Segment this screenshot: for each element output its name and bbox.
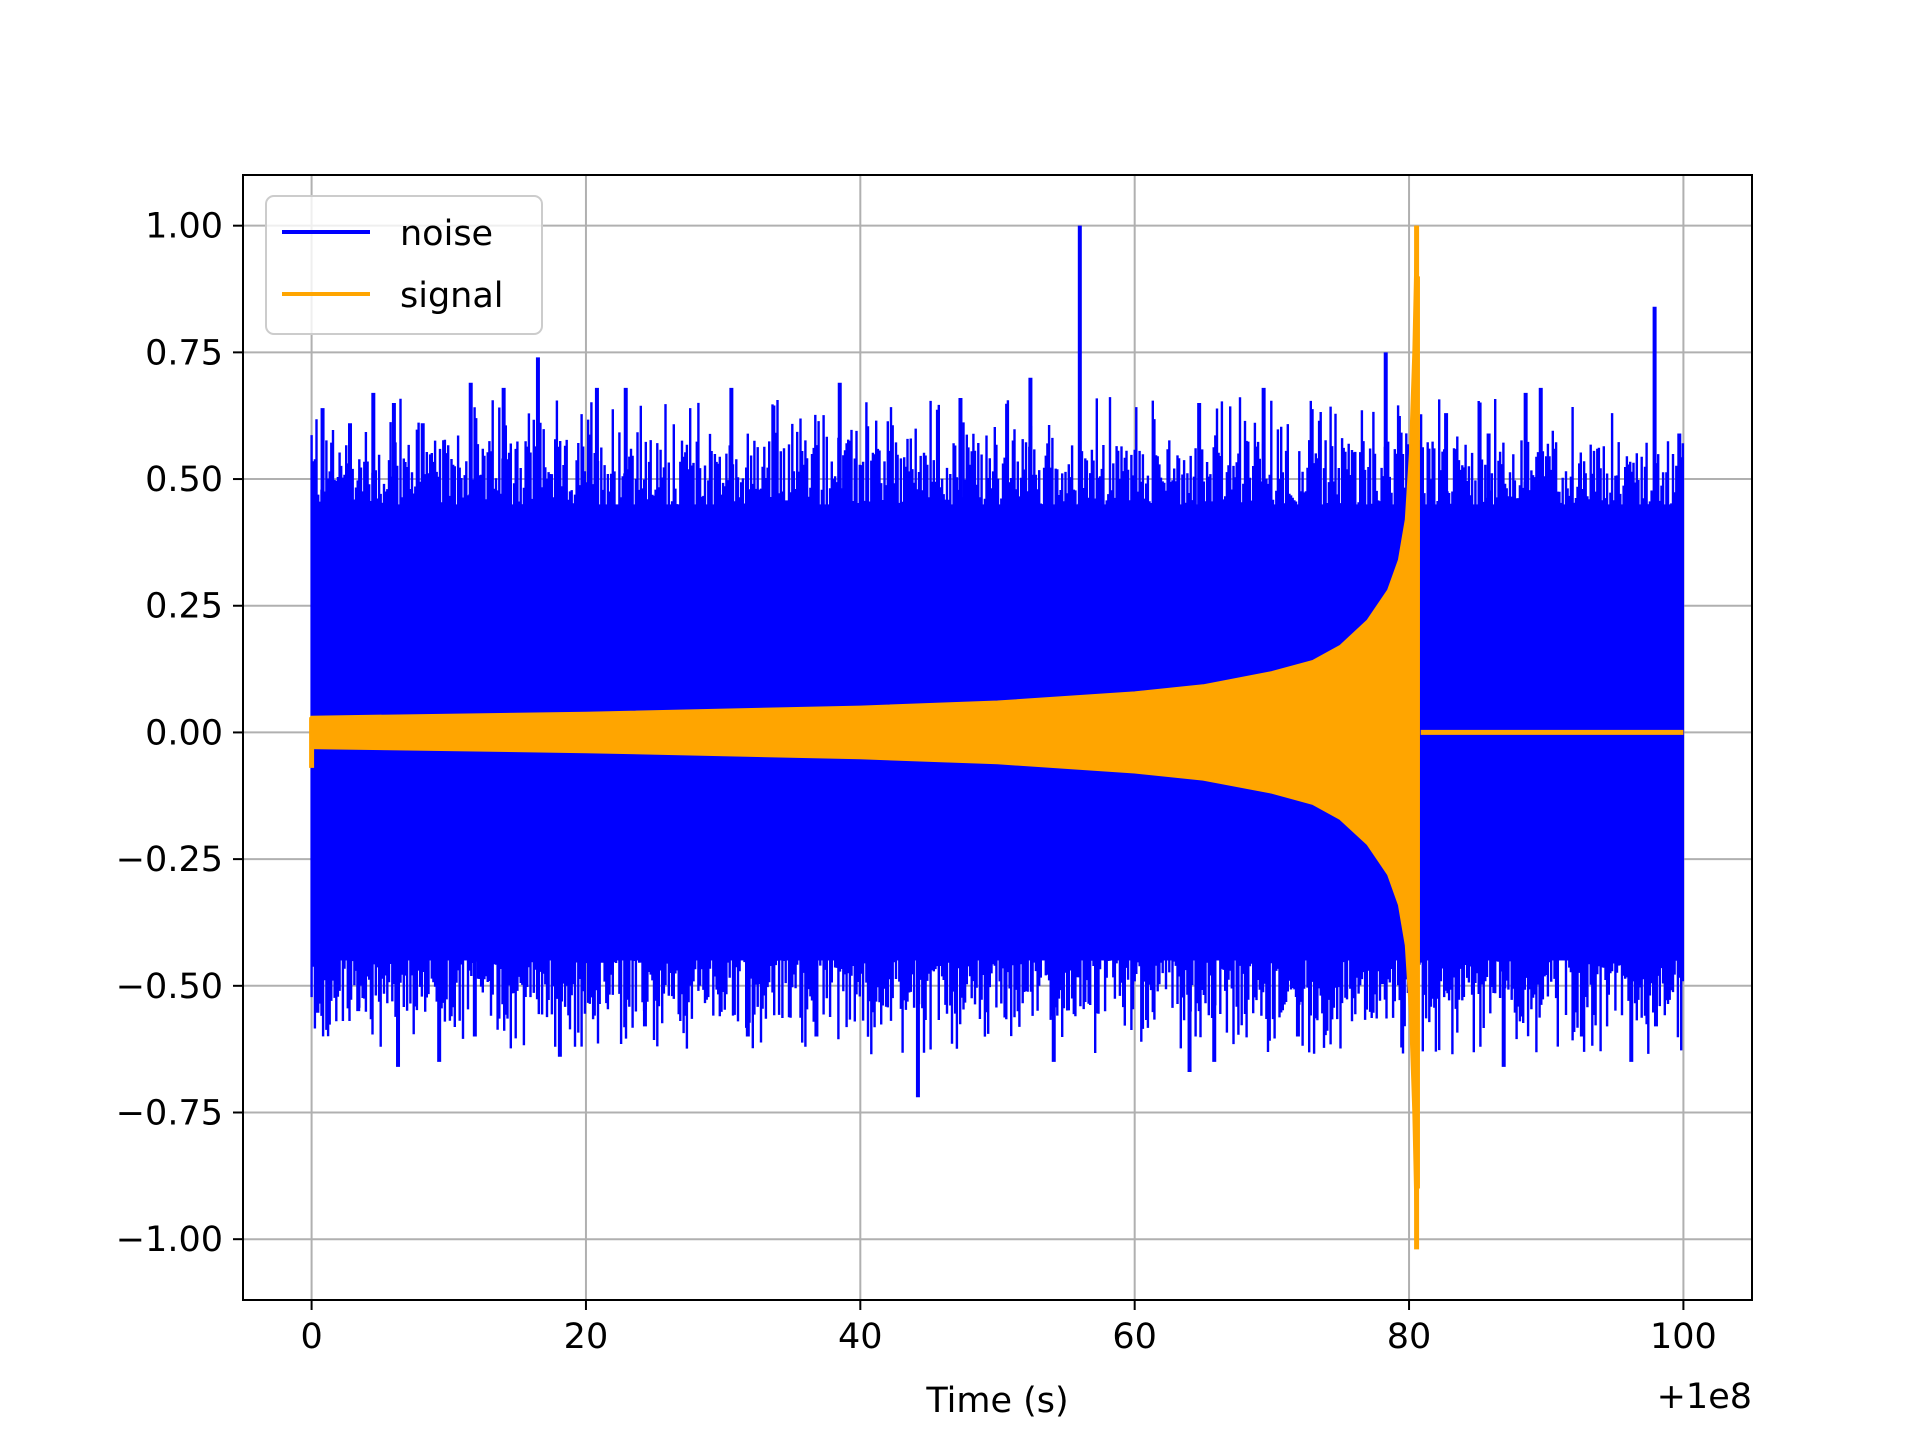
legend-label-noise: noise xyxy=(400,214,493,254)
x-tick-label: 60 xyxy=(1112,1317,1157,1357)
y-tick-label: −0.75 xyxy=(116,1094,223,1134)
x-tick-label: 80 xyxy=(1387,1317,1432,1357)
x-axis-label: Time (s) xyxy=(925,1381,1068,1421)
signal-series xyxy=(309,225,1684,1250)
x-tick-label: 20 xyxy=(564,1317,609,1357)
x-tick-label: 100 xyxy=(1650,1317,1717,1357)
legend: noise signal xyxy=(265,195,543,335)
y-tick-label: −0.25 xyxy=(116,840,223,880)
x-tick-label: 0 xyxy=(300,1317,322,1357)
y-tick-label: −1.00 xyxy=(116,1220,223,1260)
y-tick-label: 0.50 xyxy=(145,460,223,500)
x-axis-offset-label: +1e8 xyxy=(1657,1377,1752,1417)
axis-ticks: 0 20 40 60 80 100 1.00 0.75 0.50 0.25 0.00 −0.25 −0.… xyxy=(116,207,1717,1357)
y-tick-label: 0.75 xyxy=(145,333,223,373)
plot-series xyxy=(309,225,1685,1250)
y-tick-label: −0.50 xyxy=(116,967,223,1007)
y-tick-label: 1.00 xyxy=(145,207,223,247)
axes-frame xyxy=(242,174,1753,1301)
y-tick-label: 0.00 xyxy=(145,713,223,753)
y-tick-label: 0.25 xyxy=(145,587,223,627)
x-tick-label: 40 xyxy=(838,1317,883,1357)
legend-label-signal: signal xyxy=(400,276,504,316)
